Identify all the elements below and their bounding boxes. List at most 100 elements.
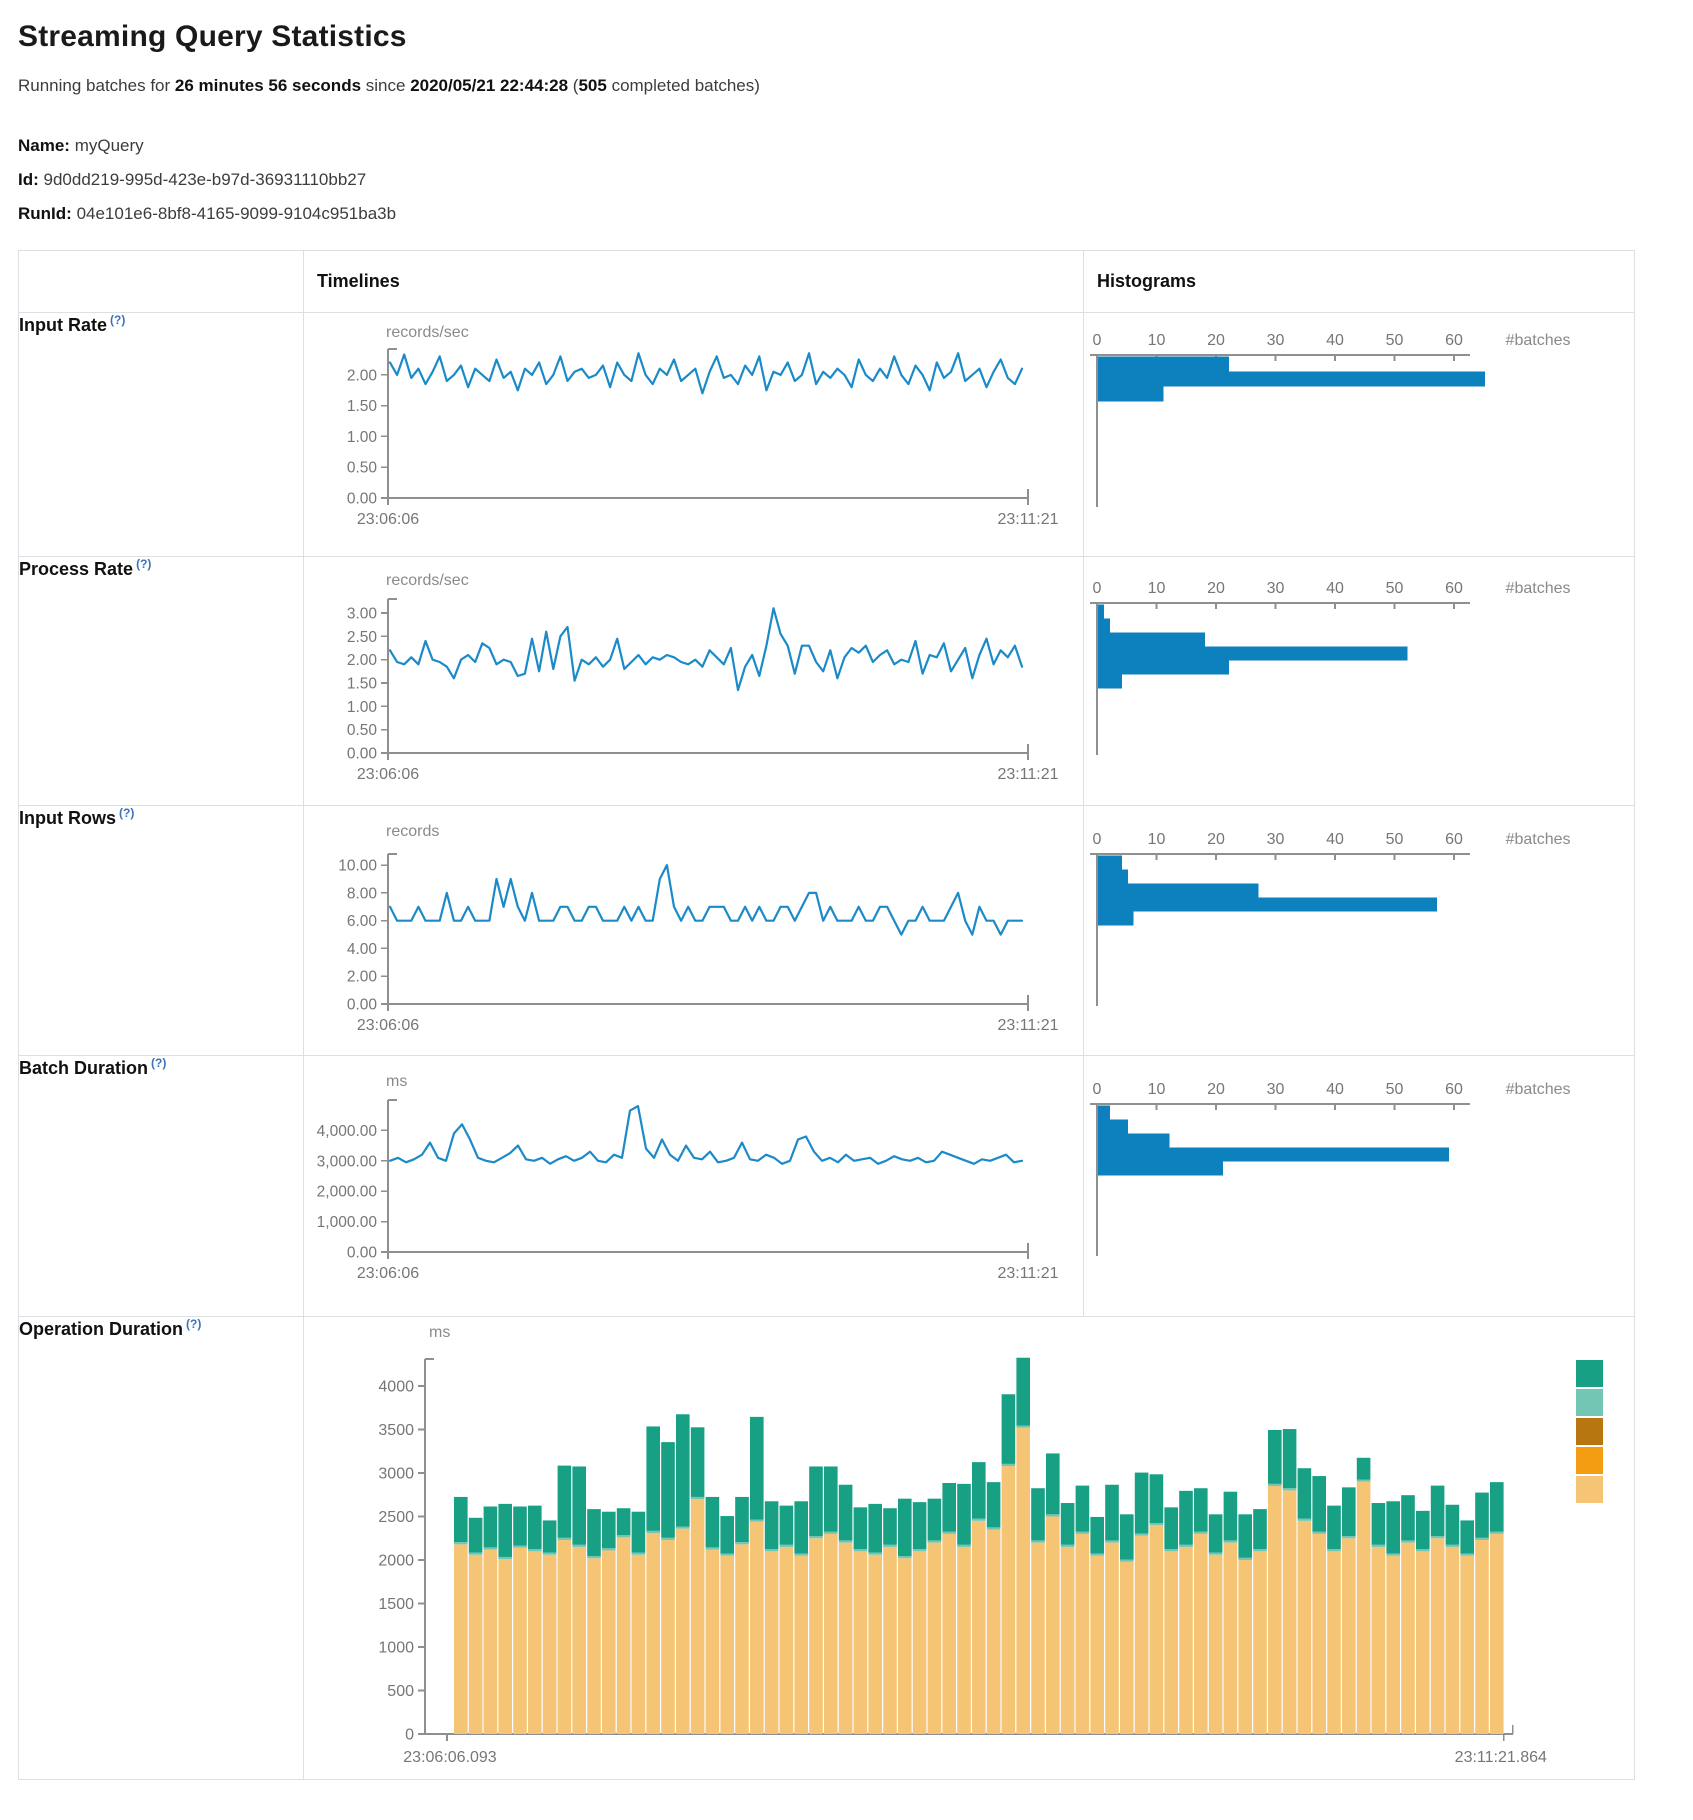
running-summary: Running batches for 26 minutes 56 second… [18, 76, 1675, 96]
svg-text:2.00: 2.00 [347, 969, 378, 986]
svg-text:23:11:21: 23:11:21 [997, 766, 1058, 783]
empty-header-cell [18, 250, 304, 313]
svg-text:20: 20 [1207, 1081, 1225, 1098]
running-duration: 26 minutes 56 seconds [174, 76, 362, 95]
query-name-line: Name: myQuery [18, 136, 1675, 156]
svg-text:0: 0 [1093, 332, 1102, 349]
svg-text:60: 60 [1445, 1081, 1463, 1098]
svg-text:2500: 2500 [378, 1509, 414, 1526]
legend-swatch[interactable] [1576, 1360, 1603, 1387]
svg-text:23:11:21.864: 23:11:21.864 [1455, 1749, 1547, 1766]
svg-text:1500: 1500 [378, 1596, 414, 1613]
svg-text:30: 30 [1267, 1081, 1285, 1098]
name-label: Name: [18, 136, 70, 155]
svg-text:3500: 3500 [378, 1422, 414, 1439]
svg-text:23:11:21: 23:11:21 [997, 511, 1058, 528]
legend-swatch[interactable] [1576, 1447, 1603, 1474]
svg-text:1000: 1000 [378, 1640, 414, 1657]
svg-text:23:11:21: 23:11:21 [997, 1265, 1058, 1282]
runid-label: RunId: [18, 204, 72, 223]
operation-duration-label-cell: Operation Duration (?) [18, 1316, 304, 1780]
input-rows-label: Input Rows [19, 808, 117, 828]
svg-text:60: 60 [1445, 332, 1463, 349]
svg-text:0: 0 [1093, 831, 1102, 848]
svg-text:60: 60 [1445, 831, 1463, 848]
input-rate-label: Input Rate [19, 315, 108, 335]
svg-text:40: 40 [1326, 580, 1344, 597]
process-rate-label: Process Rate [19, 559, 134, 579]
svg-text:23:06:06: 23:06:06 [357, 511, 419, 528]
batch-duration-row: Batch Duration (?) ms 4,000.00 3,000.00 2,00… [18, 1055, 1635, 1317]
svg-text:23:06:06: 23:06:06 [357, 1017, 419, 1034]
batch-duration-label-cell: Batch Duration (?) [18, 1055, 304, 1317]
since-word: since [365, 76, 406, 95]
svg-text:4.00: 4.00 [347, 941, 378, 958]
legend-swatch[interactable] [1576, 1476, 1603, 1503]
input-rate-histogram-chart: 0 10 20 30 40 50 60 #batches [1090, 332, 1571, 507]
svg-text:23:06:06: 23:06:06 [357, 766, 419, 783]
svg-text:20: 20 [1207, 332, 1225, 349]
statistics-table: Timelines Histograms Input Rate (?) recor… [18, 250, 1635, 1780]
svg-text:1.50: 1.50 [347, 676, 378, 693]
batch-duration-label: Batch Duration [19, 1058, 149, 1078]
process-rate-help-icon[interactable]: (?) [136, 557, 152, 572]
svg-text:0.00: 0.00 [347, 491, 378, 508]
svg-text:1.00: 1.00 [347, 699, 378, 716]
page-title: Streaming Query Statistics [18, 20, 407, 53]
start-time: 2020/05/21 22:44:28 [410, 76, 569, 95]
batch-count: 505 [578, 76, 607, 95]
svg-text:1.00: 1.00 [347, 429, 378, 446]
input-rate-timeline-chart: records/sec 2.00 1.50 1.00 0.50 0.00 23:06:06 2… [347, 324, 1059, 528]
table-header-row: Timelines Histograms [18, 250, 1635, 313]
svg-text:40: 40 [1326, 1081, 1344, 1098]
svg-text:10: 10 [1148, 580, 1166, 597]
svg-text:#batches: #batches [1506, 332, 1571, 349]
input-rows-label-cell: Input Rows (?) [18, 805, 304, 1056]
running-prefix: Running batches for [18, 76, 171, 95]
svg-text:3,000.00: 3,000.00 [317, 1153, 378, 1170]
query-runid-line: RunId: 04e101e6-8bf8-4165-9099-9104c951b… [18, 204, 1675, 224]
svg-text:#batches: #batches [1506, 831, 1571, 848]
legend-swatch[interactable] [1576, 1389, 1603, 1416]
input-rows-timeline-chart: records 10.00 8.00 6.00 4.00 2.00 0.00 23:06:06… [338, 823, 1058, 1034]
svg-text:23:06:06: 23:06:06 [357, 1265, 419, 1282]
svg-text:23:11:21: 23:11:21 [997, 1017, 1058, 1034]
operation-duration-row: Operation Duration (?) ms 4000 3500 3000 2500… [18, 1316, 1635, 1780]
timelines-header: Timelines [303, 250, 1084, 313]
svg-text:records: records [386, 823, 439, 840]
svg-text:23:06:06.093: 23:06:06.093 [403, 1749, 497, 1766]
input-rate-label-cell: Input Rate (?) [18, 312, 304, 557]
batch-duration-timeline-chart: ms 4,000.00 3,000.00 2,000.00 1,000.00 0.00 23… [317, 1073, 1059, 1282]
id-value: 9d0dd219-995d-423e-b97d-36931110bb27 [43, 170, 367, 189]
svg-text:2.00: 2.00 [347, 652, 378, 669]
operation-duration-label: Operation Duration [19, 1319, 184, 1339]
svg-text:10.00: 10.00 [338, 858, 377, 875]
svg-text:0.50: 0.50 [347, 722, 378, 739]
operation-duration-stacked-chart: ms 4000 3500 3000 2500 2000 1500 1000 500 0 23:06:… [378, 1324, 1547, 1766]
svg-text:4000: 4000 [378, 1379, 414, 1396]
legend-swatch[interactable] [1576, 1418, 1603, 1445]
svg-text:4,000.00: 4,000.00 [317, 1123, 378, 1140]
svg-text:20: 20 [1207, 580, 1225, 597]
svg-text:6.00: 6.00 [347, 913, 378, 930]
input-rate-help-icon[interactable]: (?) [110, 313, 126, 328]
query-id-line: Id: 9d0dd219-995d-423e-b97d-36931110bb27 [18, 170, 1675, 190]
svg-text:50: 50 [1386, 332, 1404, 349]
svg-text:records/sec: records/sec [386, 324, 469, 341]
svg-text:0: 0 [1093, 1081, 1102, 1098]
svg-text:1.50: 1.50 [347, 398, 378, 415]
svg-text:60: 60 [1445, 580, 1463, 597]
svg-text:0.00: 0.00 [347, 1245, 378, 1262]
svg-text:2,000.00: 2,000.00 [317, 1184, 378, 1201]
process-rate-timeline-chart: records/sec 3.00 2.50 2.00 1.50 1.00 0.50 0.00 2… [347, 572, 1059, 783]
svg-text:3.00: 3.00 [347, 606, 378, 623]
operation-duration-help-icon[interactable]: (?) [186, 1317, 202, 1332]
input-rows-help-icon[interactable]: (?) [119, 806, 135, 821]
completed-suffix: completed batches) [611, 76, 760, 95]
svg-text:50: 50 [1386, 831, 1404, 848]
svg-text:20: 20 [1207, 831, 1225, 848]
batch-duration-help-icon[interactable]: (?) [151, 1056, 167, 1071]
svg-text:40: 40 [1326, 831, 1344, 848]
svg-text:50: 50 [1386, 1081, 1404, 1098]
